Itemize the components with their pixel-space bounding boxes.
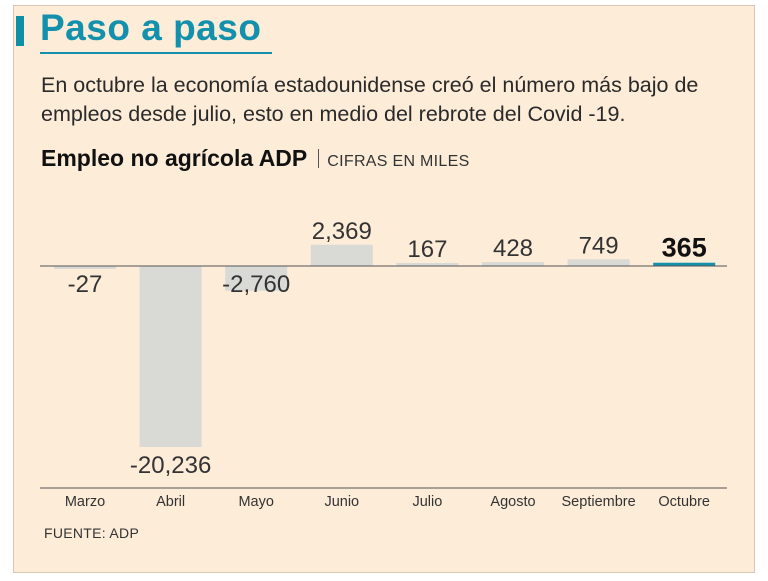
bar-mayo xyxy=(225,266,288,291)
subtitle: En octubre la economía estadounidense cr… xyxy=(41,73,699,126)
chart-heading: Empleo no agrícola ADP CIFRAS EN MILES xyxy=(41,145,470,172)
bar-octubre xyxy=(653,262,716,266)
title-underline xyxy=(40,52,272,54)
bar-agosto xyxy=(482,262,544,266)
chart-unit: CIFRAS EN MILES xyxy=(327,153,470,170)
x-tick-label-marzo: Marzo xyxy=(65,494,105,510)
title-accent-bar xyxy=(16,16,24,46)
value-label-marzo: -27 xyxy=(68,271,103,298)
x-tick-label-septiembre: Septiembre xyxy=(562,494,636,510)
value-label-septiembre: 749 xyxy=(579,232,619,259)
value-label-abril: -20,236 xyxy=(130,452,211,479)
page-title: Paso a paso xyxy=(40,7,262,48)
value-label-julio: 167 xyxy=(407,236,447,263)
x-tick-label-octubre: Octubre xyxy=(658,494,710,510)
value-label-agosto: 428 xyxy=(493,235,533,262)
value-label-mayo: -2,760 xyxy=(222,271,290,298)
bar-abril xyxy=(139,266,202,447)
bar-julio xyxy=(396,263,459,266)
bar-septiembre xyxy=(567,259,630,266)
x-tick-label-junio: Junio xyxy=(324,494,359,510)
x-tick-label-julio: Julio xyxy=(412,494,442,510)
x-tick-label-agosto: Agosto xyxy=(490,494,535,510)
chart-heading-divider xyxy=(318,149,320,168)
value-label-junio: 2,369 xyxy=(312,218,372,245)
value-label-octubre: 365 xyxy=(662,233,707,263)
infographic-card: Paso a paso En octubre la economía estad… xyxy=(13,5,755,573)
bar-junio xyxy=(310,244,373,266)
source-note: FUENTE: ADP xyxy=(44,525,140,541)
x-tick-label-abril: Abril xyxy=(156,494,185,510)
bar-marzo xyxy=(54,266,116,269)
chart-title: Empleo no agrícola ADP xyxy=(41,145,308,171)
x-tick-label-mayo: Mayo xyxy=(238,494,273,510)
